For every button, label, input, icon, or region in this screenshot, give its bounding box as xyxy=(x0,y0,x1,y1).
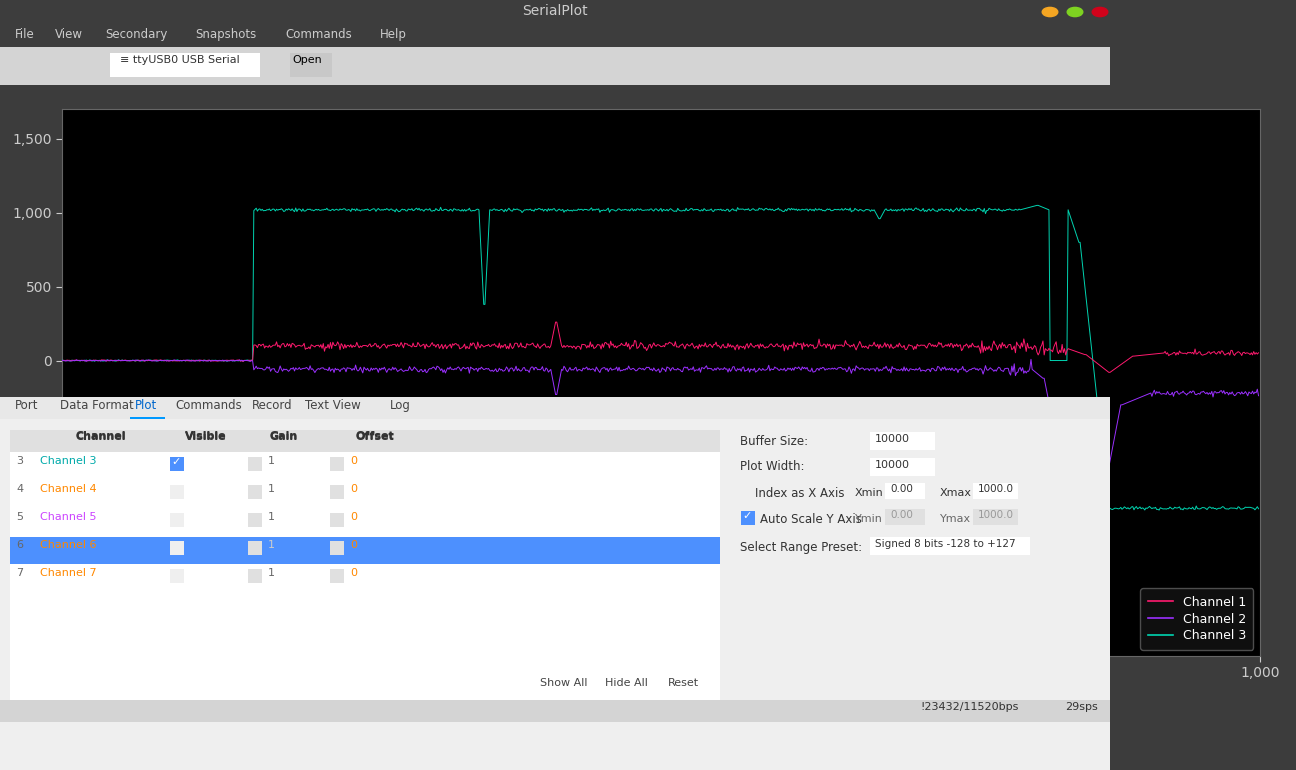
Text: Commands: Commands xyxy=(175,399,242,412)
Legend: Channel 1, Channel 2, Channel 3: Channel 1, Channel 2, Channel 3 xyxy=(1140,588,1253,650)
Text: Secondary: Secondary xyxy=(105,28,167,41)
Text: SerialPlot: SerialPlot xyxy=(522,4,588,18)
Text: View: View xyxy=(54,28,83,41)
Text: 4: 4 xyxy=(16,484,23,494)
Text: 3: 3 xyxy=(16,456,23,466)
Text: Channel 6: Channel 6 xyxy=(40,540,96,550)
Text: 1: 1 xyxy=(268,540,275,550)
Text: !23432/11520bps: !23432/11520bps xyxy=(920,702,1019,712)
Text: 0: 0 xyxy=(350,540,356,550)
Text: Open: Open xyxy=(292,55,321,65)
Text: Commands: Commands xyxy=(285,28,351,41)
Text: ✓: ✓ xyxy=(743,511,752,521)
Text: 1: 1 xyxy=(268,568,275,578)
Text: 0: 0 xyxy=(350,512,356,522)
Text: 0: 0 xyxy=(350,484,356,494)
Text: Show All: Show All xyxy=(540,678,587,688)
Text: 7: 7 xyxy=(16,568,23,578)
Text: Data Format: Data Format xyxy=(60,399,133,412)
Text: Offset: Offset xyxy=(355,431,394,441)
Text: 1000.0: 1000.0 xyxy=(978,484,1013,494)
Text: Channel 3: Channel 3 xyxy=(40,456,96,466)
Text: File: File xyxy=(16,28,35,41)
Text: ≡ ttyUSB0 USB Serial: ≡ ttyUSB0 USB Serial xyxy=(121,55,240,65)
Text: Text View: Text View xyxy=(305,399,360,412)
Text: Ymax: Ymax xyxy=(940,514,971,524)
Text: Hide All: Hide All xyxy=(605,678,648,688)
Text: Help: Help xyxy=(380,28,407,41)
Text: Visible: Visible xyxy=(185,432,227,442)
Text: 10000: 10000 xyxy=(875,460,910,470)
Text: Index as X Axis: Index as X Axis xyxy=(756,487,845,500)
Text: Xmin: Xmin xyxy=(855,488,884,498)
Text: Reset: Reset xyxy=(667,678,699,688)
Text: 0: 0 xyxy=(350,568,356,578)
Text: Ymin: Ymin xyxy=(855,514,883,524)
Text: Auto Scale Y Axis: Auto Scale Y Axis xyxy=(759,513,862,526)
Text: 0: 0 xyxy=(350,456,356,466)
Text: Buffer Size:: Buffer Size: xyxy=(740,435,809,448)
Text: Channel: Channel xyxy=(75,432,126,442)
Text: Gain: Gain xyxy=(270,431,298,441)
Text: Record: Record xyxy=(251,399,293,412)
Text: Signed 8 bits -128 to +127: Signed 8 bits -128 to +127 xyxy=(875,539,1016,549)
Text: Xmax: Xmax xyxy=(940,488,972,498)
Text: 0.00: 0.00 xyxy=(890,510,912,520)
Text: 10000: 10000 xyxy=(875,434,910,444)
Text: 1: 1 xyxy=(268,484,275,494)
Text: Select Range Preset:: Select Range Preset: xyxy=(740,541,862,554)
Text: 29sps: 29sps xyxy=(1065,702,1098,712)
Text: Snapshots: Snapshots xyxy=(194,28,257,41)
Text: Channel 7: Channel 7 xyxy=(40,568,97,578)
Text: 0.00: 0.00 xyxy=(890,484,912,494)
Text: 5: 5 xyxy=(16,512,23,522)
Text: Offset: Offset xyxy=(355,432,394,442)
Text: 1: 1 xyxy=(268,512,275,522)
Text: 1: 1 xyxy=(268,456,275,466)
Text: Port: Port xyxy=(16,399,39,412)
Text: Channel: Channel xyxy=(75,431,126,441)
Text: Plot Width:: Plot Width: xyxy=(740,460,805,473)
Text: 1000.0: 1000.0 xyxy=(978,510,1013,520)
Text: ✓: ✓ xyxy=(171,457,180,467)
Text: 6: 6 xyxy=(16,540,23,550)
Text: Gain: Gain xyxy=(270,432,298,442)
Text: Channel 5: Channel 5 xyxy=(40,512,96,522)
Text: Log: Log xyxy=(390,399,411,412)
Text: Plot: Plot xyxy=(135,399,157,412)
Text: Channel 4: Channel 4 xyxy=(40,484,97,494)
Text: Visible: Visible xyxy=(185,431,227,441)
